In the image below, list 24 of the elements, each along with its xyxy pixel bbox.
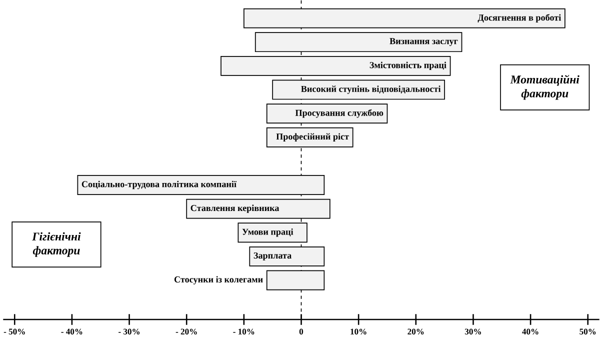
x-tick-label: 50% (580, 328, 596, 334)
x-tick-label: 0 (299, 328, 304, 334)
y-tick-label: Стосунки із колегами (174, 276, 263, 284)
x-tick-label: - 20% (176, 328, 197, 334)
x-tick-label: - 50% (4, 328, 25, 334)
annotation: Мотиваційні фактори (510, 74, 580, 100)
x-tick-label: 10% (350, 328, 366, 334)
y-tick-label: Зарплата (254, 252, 292, 260)
y-tick-label: Змістовність праці (370, 62, 446, 70)
y-tick-label: Ставлення керівника (190, 204, 280, 213)
y-tick-label: Визнання заслуг (390, 38, 458, 46)
y-tick-label: Просування службою (295, 109, 384, 118)
y-tick-label: Соціально-трудова політика компанії (82, 180, 237, 190)
annotation: Гігієнічні фактори (32, 232, 81, 257)
x-tick-label: 40% (522, 328, 538, 334)
y-tick-label: Досягнення в роботі (478, 14, 562, 22)
y-tick-label: Високий ступінь відповідальності (301, 86, 441, 94)
y-tick-label: Умови праці (242, 228, 294, 237)
y-tick-label: Професійний ріст (276, 133, 349, 142)
x-tick-label: 30% (464, 328, 481, 334)
x-tick-label: - 40% (61, 328, 82, 334)
x-tick-label: 20% (408, 328, 424, 334)
x-tick-label: - 30% (118, 328, 140, 334)
x-tick-label: - 10% (233, 328, 254, 334)
